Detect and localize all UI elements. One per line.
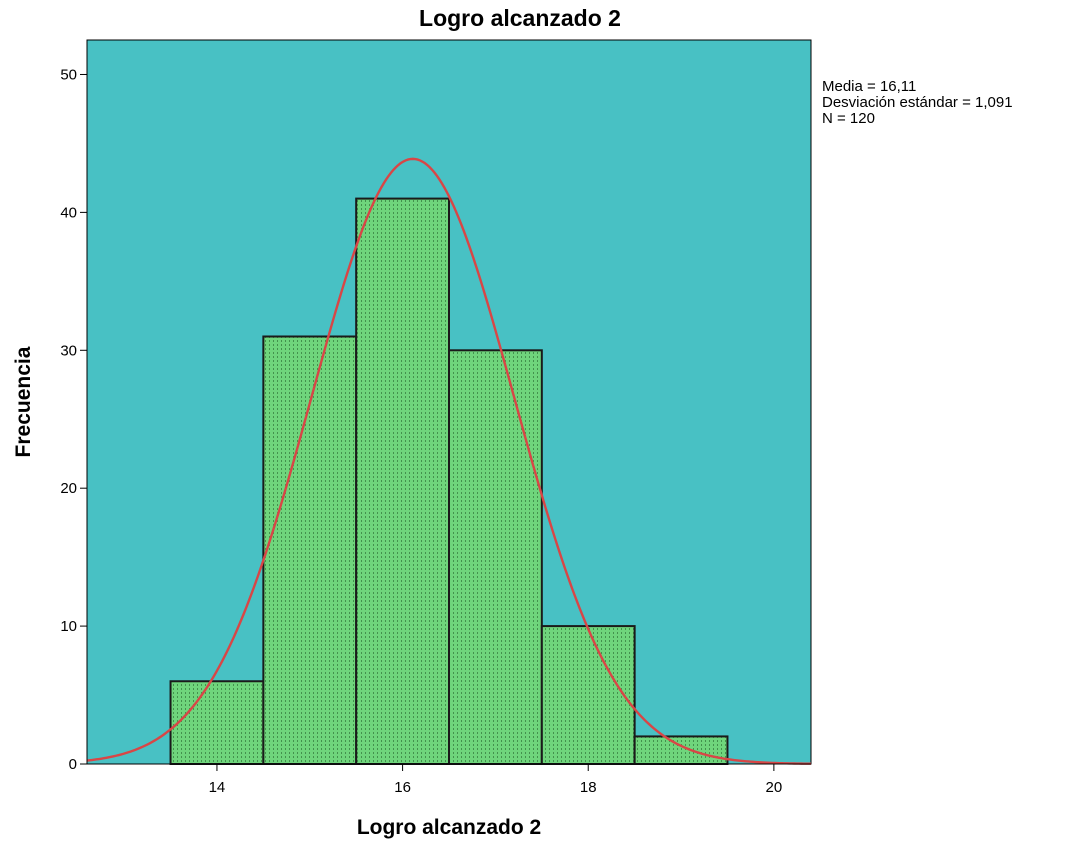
y-tick-label: 40 [60,204,77,221]
x-axis-label: Logro alcanzado 2 [357,816,541,839]
y-tick-label: 0 [69,756,77,773]
stats-line-2: Desviación estándar = 1,091 [822,94,1013,111]
histogram-bar-3 [355,197,450,766]
stats-line-1: Media = 16,11 [822,78,916,95]
x-tick-label: 14 [209,779,226,796]
stats-line-3: N = 120 [822,110,875,127]
y-tick-label: 10 [60,618,77,635]
y-tick-label: 50 [60,66,77,83]
x-tick-label: 18 [580,779,597,796]
chart-title: Logro alcanzado 2 [419,5,621,31]
histogram-bar-4 [448,349,543,765]
histogram-bar-5 [540,625,636,765]
x-tick-label: 20 [766,779,783,796]
y-tick-label: 20 [60,480,77,497]
x-tick-label: 16 [394,779,411,796]
y-tick-label: 30 [60,342,77,359]
histogram-bar-1 [169,680,265,765]
normal-curve [86,157,812,765]
y-axis-label: Frecuencia [12,346,35,457]
histogram-bar-6 [633,735,729,766]
